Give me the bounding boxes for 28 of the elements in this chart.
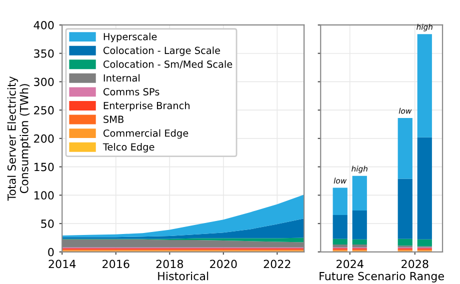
y-tick-label: 150 xyxy=(34,162,54,172)
legend-label: Internal xyxy=(104,74,140,82)
y-tick-label: 350 xyxy=(34,49,54,58)
legend-label: Colocation - Large Scale xyxy=(103,46,220,56)
y-tick-label: 50 xyxy=(41,220,54,228)
legend-label: Hyperscale xyxy=(104,32,157,42)
legend-label: SMB xyxy=(104,116,124,124)
y-tick-label: 200 xyxy=(34,134,54,143)
x-tick-label: 2022 xyxy=(264,260,290,268)
x-tick-label: 2014 xyxy=(48,260,76,268)
y-tick-label: 400 xyxy=(34,20,54,30)
legend-label: Commercial Edge xyxy=(103,129,188,139)
y-tick-label: 250 xyxy=(34,106,54,114)
y-tick-label: 300 xyxy=(34,78,54,86)
x-axis-title: Future Scenario Range xyxy=(320,272,444,282)
x-axis-title: Historical xyxy=(158,272,208,280)
y-axis-title: Total Server Electricity Consumption (TWh) xyxy=(7,76,30,201)
legend-label: Enterprise Branch xyxy=(104,102,190,112)
y-tick-label: 0 xyxy=(48,248,54,256)
x-tick-label: 2020 xyxy=(210,260,237,268)
x-tick-label: 2028 xyxy=(402,260,428,268)
x-tick-label: 2024 xyxy=(336,260,364,268)
legend-label: Telco Edge xyxy=(102,143,154,152)
x-tick-label: 2018 xyxy=(156,260,184,268)
x-tick-label: 2016 xyxy=(102,260,130,268)
legend-label: Colocation - Sm/Med Scale xyxy=(103,60,232,69)
legend-label: Comms SPs xyxy=(103,88,160,96)
y-tick-label: 100 xyxy=(34,191,54,200)
